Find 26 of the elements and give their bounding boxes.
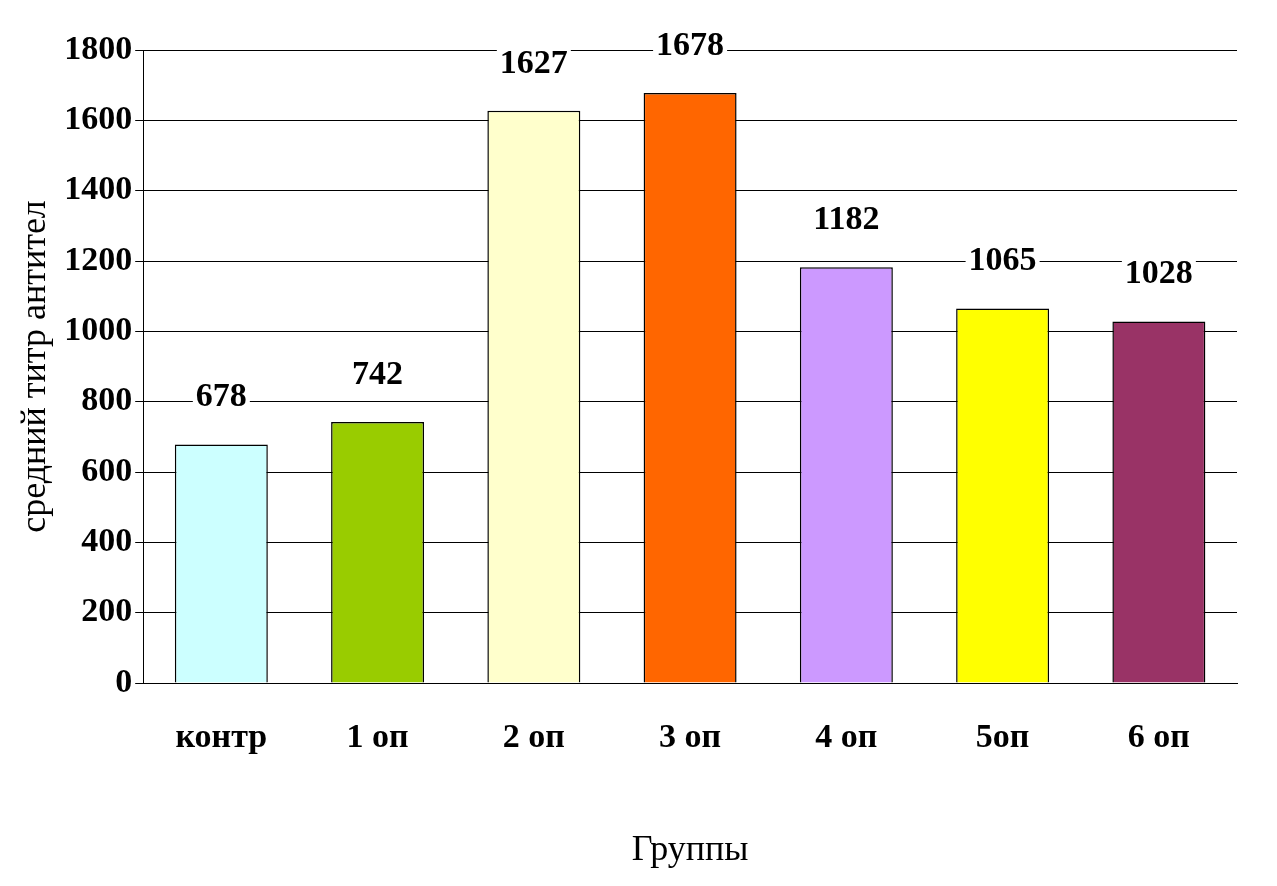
- data-label: 742: [352, 353, 404, 391]
- y-tick-label: 600: [81, 450, 133, 488]
- y-tick-label: 400: [81, 521, 133, 559]
- y-tick-label: 0: [115, 661, 133, 699]
- data-label: 1182: [813, 199, 880, 237]
- y-tick-label: 1800: [64, 28, 133, 66]
- y-tick-label: 1000: [64, 310, 133, 348]
- x-tick-label: 6 оп: [1127, 717, 1190, 755]
- x-tick-label: 4 оп: [815, 717, 878, 755]
- y-tick-label: 1600: [64, 99, 133, 137]
- x-tick-label: 2 оп: [502, 717, 565, 755]
- y-axis-title: средний титр антител: [13, 200, 54, 533]
- data-label: 1028: [1124, 253, 1193, 291]
- y-tick-label: 200: [81, 591, 133, 629]
- data-label: 678: [195, 376, 247, 414]
- x-tick-label: 1 оп: [346, 717, 409, 755]
- x-tick-label: 3 оп: [659, 717, 722, 755]
- y-tick-label: 1200: [64, 239, 133, 277]
- x-axis-title: Группы: [631, 827, 749, 868]
- x-tick-label: контр: [175, 717, 268, 755]
- y-tick-label: 800: [81, 380, 133, 418]
- data-label: 1065: [968, 240, 1037, 278]
- data-label: 1678: [656, 24, 725, 62]
- y-tick-label: 1400: [64, 169, 133, 207]
- x-tick-label: 5оп: [975, 717, 1030, 755]
- data-label: 1627: [499, 42, 568, 80]
